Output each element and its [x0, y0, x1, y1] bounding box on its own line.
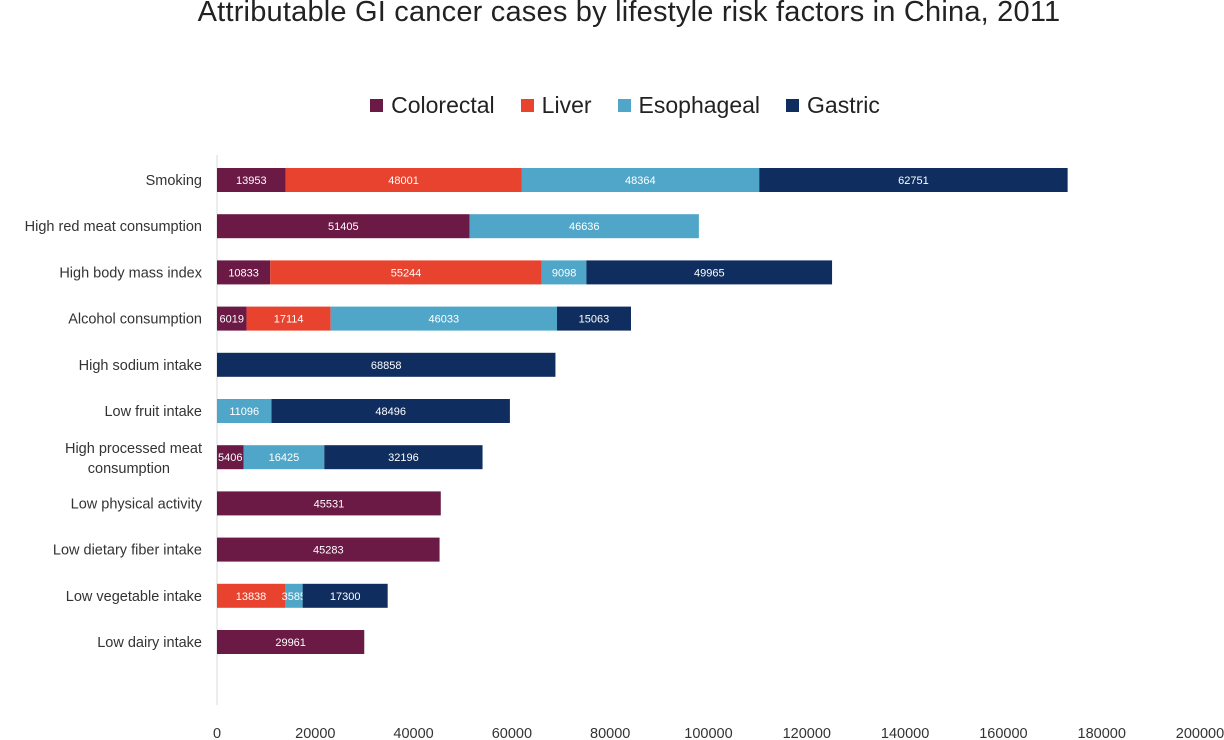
- bar-esophageal: [469, 214, 699, 239]
- bar-value-label: 48364: [625, 175, 656, 187]
- bar-gastric: [586, 260, 833, 285]
- bar-value-label: 68858: [371, 360, 402, 372]
- legend-label: Colorectal: [391, 92, 495, 118]
- category-label: High red meat consumption: [25, 219, 202, 235]
- bar-gastric: [556, 306, 631, 331]
- chart-title: Attributable GI cancer cases by lifestyl…: [197, 0, 1061, 28]
- bar-esophageal: [217, 399, 272, 423]
- bar-value-label: 10833: [228, 267, 259, 279]
- legend-swatch: [370, 99, 384, 112]
- category-label: Low fruit intake: [104, 404, 202, 420]
- bar-value-label: 48001: [388, 175, 419, 187]
- bar-colorectal: [217, 445, 244, 470]
- x-tick-label: 180000: [1078, 726, 1126, 740]
- legend-swatch: [617, 99, 631, 112]
- bar-value-label: 17300: [330, 591, 361, 603]
- bar-value-label: 5406: [218, 452, 242, 464]
- bar-value-label: 6019: [220, 314, 244, 326]
- legend-swatch: [520, 99, 534, 112]
- category-label: Low dairy intake: [97, 635, 202, 651]
- legend-label: Esophageal: [638, 92, 761, 118]
- bar-value-label: 48496: [375, 406, 406, 418]
- bar-colorectal: [217, 168, 286, 192]
- bar-value-label: 15063: [579, 314, 610, 326]
- bar-colorectal: [217, 306, 247, 331]
- x-tick-label: 20000: [295, 726, 335, 740]
- bar-esophageal: [285, 583, 303, 608]
- bar-esophageal: [541, 260, 587, 285]
- bar-gastric: [759, 168, 1068, 192]
- bar-colorectal: [217, 537, 440, 562]
- category-label: Smoking: [146, 173, 202, 189]
- x-tick-label: 200000: [1176, 726, 1224, 740]
- legend-item-gastric: Gastric: [786, 92, 880, 119]
- bar-colorectal: [217, 214, 470, 239]
- category-label: High body mass index: [59, 265, 202, 281]
- category-label: High processed meat consumption: [65, 441, 202, 477]
- legend-label: Gastric: [807, 92, 880, 118]
- bar-colorectal: [217, 260, 271, 285]
- bar-esophageal: [521, 168, 760, 192]
- bar-value-label: 3585: [282, 591, 306, 603]
- bar-value-label: 45531: [314, 498, 345, 510]
- bar-value-label: 13838: [236, 591, 267, 603]
- bar-value-label: 46636: [569, 221, 600, 233]
- bar-colorectal: [217, 491, 441, 516]
- bar-liver: [246, 306, 331, 331]
- x-tick-label: 100000: [684, 726, 732, 740]
- x-tick-label: 160000: [979, 726, 1027, 740]
- bar-gastric: [271, 399, 510, 423]
- bar-gastric: [302, 583, 388, 608]
- bar-liver: [217, 583, 286, 608]
- x-tick-label: 120000: [783, 726, 831, 740]
- legend-label: Liver: [541, 92, 592, 118]
- bar-liver: [285, 168, 522, 192]
- x-tick-label: 40000: [393, 726, 433, 740]
- bar-esophageal: [330, 306, 557, 331]
- x-tick-label: 80000: [590, 726, 630, 740]
- legend-item-esophageal: Esophageal: [617, 92, 761, 119]
- legend-item-colorectal: Colorectal: [370, 92, 495, 119]
- category-label: Low physical activity: [71, 496, 203, 512]
- bar-value-label: 17114: [274, 314, 304, 326]
- bar-value-label: 51405: [328, 221, 359, 233]
- bar-gastric: [217, 352, 556, 377]
- x-tick-label: 140000: [881, 726, 929, 740]
- legend-item-liver: Liver: [520, 92, 592, 119]
- bar-value-label: 49965: [694, 267, 725, 279]
- bar-value-label: 11096: [229, 406, 259, 418]
- legend: Colorectal Liver Esophageal Gastric: [0, 92, 1224, 119]
- bar-value-label: 9098: [552, 267, 576, 279]
- bar-value-label: 55244: [391, 267, 422, 279]
- bar-value-label: 46033: [429, 314, 460, 326]
- category-label: Alcohol consumption: [68, 312, 202, 328]
- category-label: High sodium intake: [79, 358, 202, 374]
- bar-value-label: 29961: [275, 637, 306, 649]
- x-tick-label: 60000: [492, 726, 532, 740]
- bar-value-label: 32196: [388, 452, 419, 464]
- bar-gastric: [324, 445, 483, 470]
- category-label: Low dietary fiber intake: [53, 543, 202, 559]
- category-label: Low vegetable intake: [66, 589, 202, 605]
- bar-esophageal: [243, 445, 325, 470]
- legend-swatch: [786, 99, 800, 112]
- bar-value-label: 13953: [236, 175, 267, 187]
- bar-liver: [270, 260, 542, 285]
- bar-value-label: 45283: [313, 545, 344, 557]
- bar-colorectal: [217, 630, 365, 654]
- bar-value-label: 16425: [269, 452, 300, 464]
- x-tick-label: 0: [213, 726, 221, 740]
- bar-value-label: 62751: [898, 175, 929, 187]
